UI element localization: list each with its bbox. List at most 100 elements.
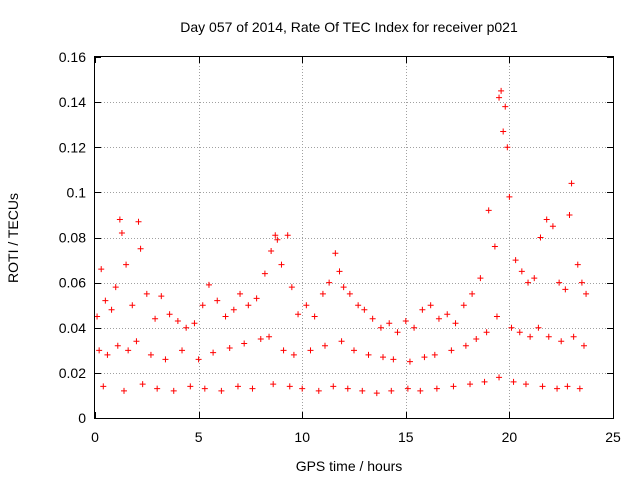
data-point (326, 279, 333, 286)
data-point (566, 211, 573, 218)
data-point (369, 315, 376, 322)
data-point (108, 306, 115, 313)
data-point (158, 293, 165, 300)
data-point (183, 324, 190, 331)
data-point (154, 385, 161, 392)
data-point (444, 311, 451, 318)
data-point (580, 342, 587, 349)
data-point (504, 144, 511, 151)
data-point (481, 378, 488, 385)
x-tick-label: 5 (195, 429, 203, 445)
data-point (174, 317, 181, 324)
data-point (94, 313, 101, 320)
data-point (539, 383, 546, 390)
data-point (431, 351, 438, 358)
data-point (386, 320, 393, 327)
data-point (226, 345, 233, 352)
data-point (170, 387, 177, 394)
data-point (114, 342, 121, 349)
data-point (102, 297, 109, 304)
data-point (332, 250, 339, 257)
data-point (137, 245, 144, 252)
data-point (139, 381, 146, 388)
data-point (295, 311, 302, 318)
data-point (278, 261, 285, 268)
data-point (562, 286, 569, 293)
data-point (284, 232, 291, 239)
data-point (272, 232, 279, 239)
data-point (427, 302, 434, 309)
data-point (411, 324, 418, 331)
data-point (467, 381, 474, 388)
data-point (270, 381, 277, 388)
data-point (359, 387, 366, 394)
data-point (556, 279, 563, 286)
data-point (152, 315, 159, 322)
data-point (564, 383, 571, 390)
data-point (502, 103, 509, 110)
data-point (545, 333, 552, 340)
data-point (143, 290, 150, 297)
data-point (249, 385, 256, 392)
data-point (460, 302, 467, 309)
data-point (361, 306, 368, 313)
data-point (506, 193, 513, 200)
data-point (214, 297, 221, 304)
data-point (166, 311, 173, 318)
y-tick-label: 0.02 (59, 365, 86, 381)
data-point (558, 338, 565, 345)
data-point (554, 385, 561, 392)
data-point (549, 223, 556, 230)
data-point (191, 320, 198, 327)
axis-ticks (95, 57, 614, 419)
data-point (123, 261, 130, 268)
data-point (510, 378, 517, 385)
y-tick-label: 0.06 (59, 275, 86, 291)
y-tick-label: 0 (78, 410, 86, 426)
data-point (373, 390, 380, 397)
data-point (491, 243, 498, 250)
data-point (253, 295, 260, 302)
x-tick-label: 20 (502, 429, 518, 445)
data-point (380, 354, 387, 361)
y-tick-label: 0.08 (59, 230, 86, 246)
data-point (274, 236, 281, 243)
data-point (508, 324, 515, 331)
data-point (450, 383, 457, 390)
data-point (435, 315, 442, 322)
data-point (404, 385, 411, 392)
data-point (351, 347, 357, 354)
data-point (417, 387, 424, 394)
data-point (133, 338, 140, 345)
data-point (496, 374, 503, 381)
data-point (257, 336, 264, 343)
data-point (537, 234, 544, 241)
data-point (280, 347, 287, 354)
data-point (452, 320, 459, 327)
data-point (147, 351, 154, 358)
data-point (268, 248, 275, 255)
data-point (104, 351, 111, 358)
data-point (377, 324, 384, 331)
data-point (576, 385, 583, 392)
data-point (179, 347, 186, 354)
data-point (234, 383, 241, 390)
data-point (512, 257, 519, 264)
data-point (390, 356, 397, 363)
data-point (338, 338, 345, 345)
data-point (112, 284, 119, 291)
x-tick-label: 10 (294, 429, 310, 445)
data-point (568, 180, 575, 187)
data-point (129, 302, 136, 309)
data-point (336, 268, 343, 275)
data-point (346, 290, 353, 297)
data-point (199, 302, 206, 309)
data-point (303, 302, 310, 309)
data-point (187, 383, 194, 390)
data-point (525, 279, 532, 286)
data-point (241, 340, 248, 347)
data-point (116, 216, 123, 223)
chart-title: Day 057 of 2014, Rate Of TEC Index for r… (180, 19, 518, 35)
x-tick-labels: 0 5 10 15 20 25 (91, 429, 621, 445)
